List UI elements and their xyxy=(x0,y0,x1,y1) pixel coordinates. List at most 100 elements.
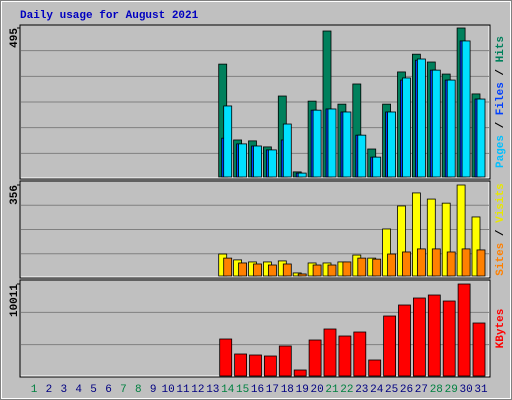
bar xyxy=(297,273,307,277)
x-tick-label: 11 xyxy=(176,384,190,396)
bar xyxy=(327,264,337,277)
legend: KBytes xyxy=(495,309,507,349)
bar xyxy=(267,264,277,277)
x-tick-label: 31 xyxy=(474,384,488,396)
x-tick-label: 1 xyxy=(31,384,38,396)
y-tick-label: 10011 xyxy=(9,284,21,317)
legend-entry: Hits xyxy=(495,36,507,62)
bar xyxy=(472,322,486,377)
x-tick-label: 28 xyxy=(430,384,443,396)
bar xyxy=(431,248,441,277)
x-tick-label: 30 xyxy=(459,384,472,396)
bar xyxy=(253,263,262,277)
x-tick-label: 29 xyxy=(445,384,458,396)
x-tick-label: 22 xyxy=(340,384,353,396)
x-tick-label: 27 xyxy=(415,384,428,396)
bar xyxy=(223,257,233,277)
bar xyxy=(238,143,248,178)
bar xyxy=(323,328,337,377)
x-tick-label: 7 xyxy=(120,384,127,396)
bar xyxy=(267,149,277,178)
bar xyxy=(476,249,486,277)
bar xyxy=(357,134,367,178)
legend-separator: / xyxy=(495,115,507,135)
x-tick-label: 23 xyxy=(355,384,368,396)
bar xyxy=(308,339,322,377)
bar xyxy=(397,205,406,277)
x-tick-label: 12 xyxy=(191,384,204,396)
x-tick-label: 19 xyxy=(296,384,309,396)
bar xyxy=(457,283,471,377)
chart-title: Daily usage for August 2021 xyxy=(20,10,199,22)
x-tick-label: 20 xyxy=(310,384,323,396)
bar xyxy=(293,369,307,377)
bar xyxy=(471,216,481,277)
x-tick-label: 8 xyxy=(135,384,142,396)
bar xyxy=(357,257,367,277)
bar xyxy=(297,172,307,178)
bar xyxy=(372,156,382,178)
bar xyxy=(416,248,426,277)
y-tick-label: 356 xyxy=(9,185,21,205)
legend-entry: Visits xyxy=(495,183,507,223)
x-tick-label: 25 xyxy=(385,384,398,396)
bar xyxy=(476,98,486,178)
bar xyxy=(398,304,411,377)
x-tick-label: 21 xyxy=(325,384,339,396)
bar xyxy=(327,108,337,178)
x-tick-label: 4 xyxy=(75,384,82,396)
bar xyxy=(282,123,292,178)
bar xyxy=(278,345,292,377)
x-tick-label: 18 xyxy=(281,384,294,396)
bar xyxy=(383,315,397,377)
legend: Sites / Visits xyxy=(495,183,507,275)
bar xyxy=(353,331,367,377)
bar xyxy=(426,198,436,277)
bar xyxy=(368,359,382,377)
bar xyxy=(387,111,397,178)
bar xyxy=(312,264,322,277)
bar xyxy=(312,109,322,178)
x-tick-label: 15 xyxy=(236,384,249,396)
bar xyxy=(219,338,233,377)
bar xyxy=(282,263,292,277)
bar xyxy=(431,69,441,178)
legend-separator: / xyxy=(495,62,507,82)
x-tick-label: 24 xyxy=(370,384,384,396)
x-tick-label: 13 xyxy=(206,384,219,396)
bar xyxy=(411,192,421,277)
legend-entry: Pages xyxy=(495,135,507,168)
legend: Pages / Files / Hits xyxy=(495,36,507,168)
bar xyxy=(412,297,426,377)
x-tick-label: 6 xyxy=(105,384,112,396)
bar xyxy=(416,58,426,178)
bar xyxy=(446,251,456,277)
legend-separator: / xyxy=(495,223,507,243)
bar xyxy=(441,202,451,277)
bar xyxy=(238,262,248,277)
bar xyxy=(372,258,382,277)
bar xyxy=(461,248,471,277)
bar xyxy=(234,353,248,377)
x-tick-label: 17 xyxy=(266,384,279,396)
x-tick-label: 16 xyxy=(251,384,264,396)
bar xyxy=(263,355,277,377)
bar xyxy=(402,251,411,277)
x-tick-label: 10 xyxy=(161,384,174,396)
bar xyxy=(461,40,471,178)
legend-entry: Sites xyxy=(495,243,507,276)
x-tick-label: 5 xyxy=(90,384,97,396)
bar xyxy=(342,111,352,178)
bar xyxy=(253,145,262,178)
legend-entry: KBytes xyxy=(495,309,507,349)
x-tick-label: 26 xyxy=(400,384,413,396)
bar xyxy=(223,105,233,178)
bar xyxy=(442,300,456,377)
bar xyxy=(427,294,441,377)
bar xyxy=(342,261,352,277)
x-tick-label: 3 xyxy=(60,384,67,396)
legend-entry: Files xyxy=(495,82,507,115)
